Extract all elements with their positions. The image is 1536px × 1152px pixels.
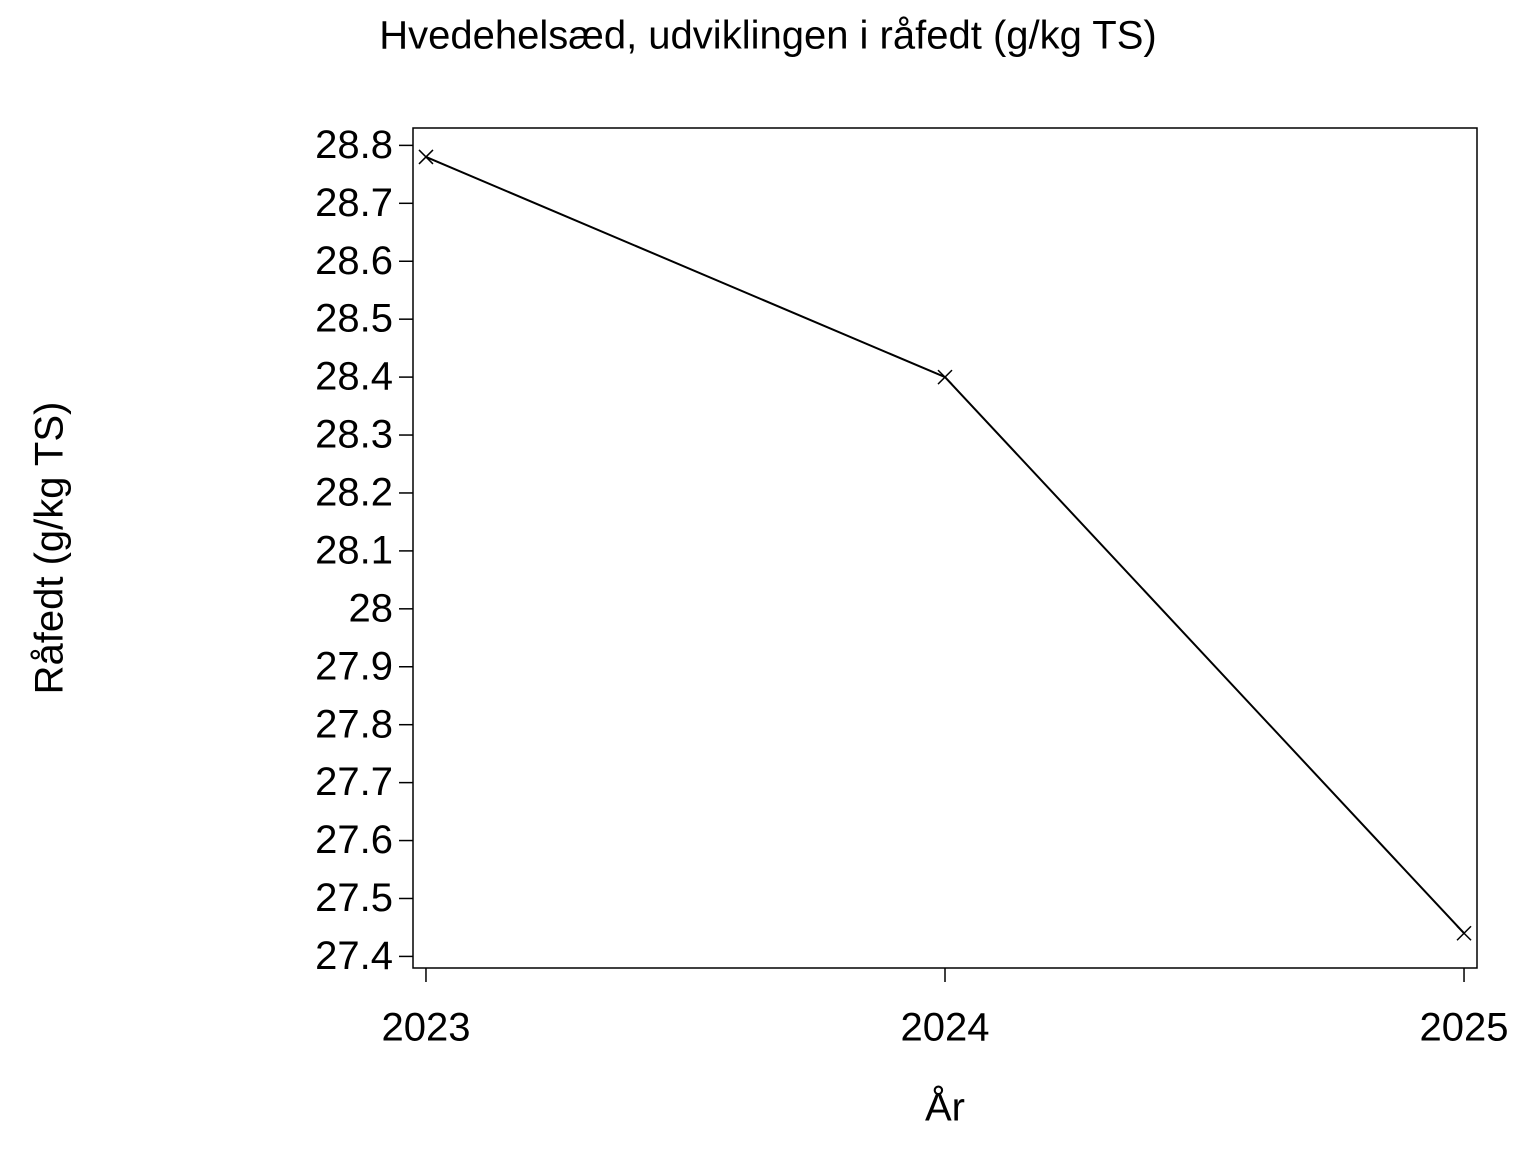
y-axis-label: Råfedt (g/kg TS) xyxy=(28,402,72,695)
data-point xyxy=(418,149,434,165)
y-tick-label: 27.8 xyxy=(315,702,393,746)
y-tick-label: 28.4 xyxy=(315,355,393,399)
chart-title: Hvedehelsæd, udviklingen i råfedt (g/kg … xyxy=(379,14,1156,58)
y-tick-label: 27.9 xyxy=(315,644,393,688)
data-point xyxy=(1456,925,1472,941)
y-tick-label: 28 xyxy=(349,586,394,630)
y-tick-label: 27.6 xyxy=(315,818,393,862)
y-tick-label: 28.5 xyxy=(315,297,393,341)
y-tick-label: 28.3 xyxy=(315,413,393,457)
x-tick-label: 2023 xyxy=(381,1006,470,1050)
y-tick-label: 28.8 xyxy=(315,123,393,167)
x-tick-label: 2024 xyxy=(901,1006,990,1050)
data-line xyxy=(425,156,1465,934)
data-point xyxy=(937,369,953,385)
y-tick-label: 27.5 xyxy=(315,876,393,920)
y-tick-label: 27.7 xyxy=(315,760,393,804)
y-tick-label: 27.4 xyxy=(315,934,393,978)
y-tick-label: 28.7 xyxy=(315,181,393,225)
plot-frame xyxy=(412,127,1478,969)
y-tick-label: 28.2 xyxy=(315,471,393,515)
y-tick-label: 28.6 xyxy=(315,239,393,283)
x-tick-label: 2025 xyxy=(1420,1006,1509,1050)
x-axis-label: År xyxy=(925,1085,965,1130)
y-tick-label: 28.1 xyxy=(315,528,393,572)
